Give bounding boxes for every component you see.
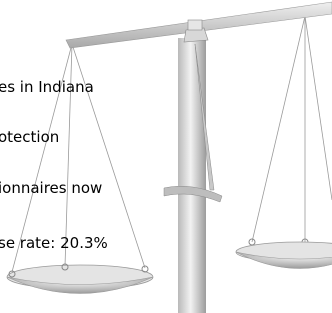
slide: es in Indiana otection ionnaires now se … <box>0 0 332 313</box>
text-line: se rate: 20.3% <box>0 234 108 252</box>
scale-illustration <box>7 2 332 313</box>
text-line: otection <box>0 128 59 146</box>
text-line: es in Indiana <box>0 78 94 96</box>
text-line: ionnaires now <box>0 179 102 197</box>
